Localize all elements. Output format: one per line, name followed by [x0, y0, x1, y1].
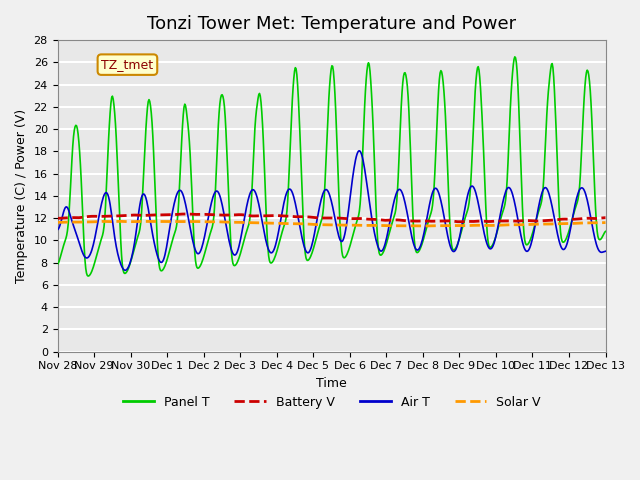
Title: Tonzi Tower Met: Temperature and Power: Tonzi Tower Met: Temperature and Power [147, 15, 516, 33]
Y-axis label: Temperature (C) / Power (V): Temperature (C) / Power (V) [15, 109, 28, 283]
Legend: Panel T, Battery V, Air T, Solar V: Panel T, Battery V, Air T, Solar V [118, 391, 545, 414]
X-axis label: Time: Time [316, 377, 347, 390]
Text: TZ_tmet: TZ_tmet [101, 58, 154, 71]
